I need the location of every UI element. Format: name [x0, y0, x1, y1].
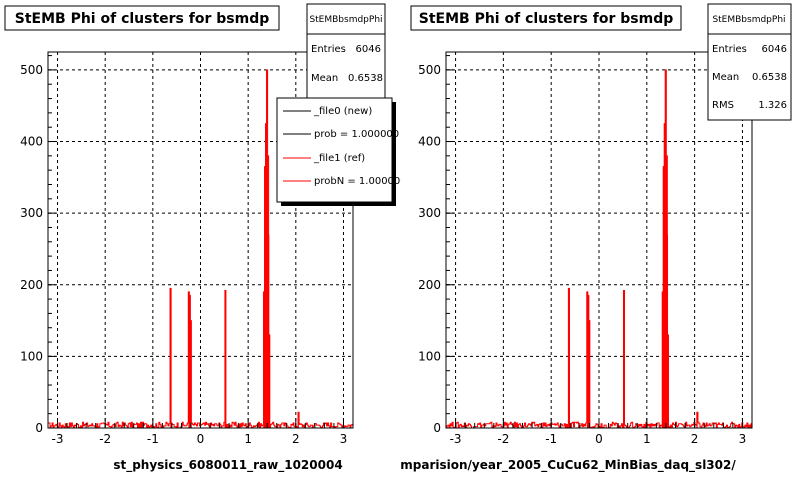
x-tick-label-0: -3 — [450, 432, 462, 446]
y-tick-label-5: 500 — [20, 63, 43, 77]
x-tick-label-1: -2 — [99, 432, 111, 446]
legend-label-3: probN = 1.000000 — [314, 176, 407, 187]
left-title-box — [4, 5, 280, 31]
right-stats-mean-label: Mean — [712, 72, 739, 83]
left-stats-entries-label: Entries — [311, 44, 346, 55]
histogram-series-0 — [47, 69, 354, 429]
legend-label-1: prob = 1.000000 — [314, 129, 399, 140]
right-stats-rms-value: 1.326 — [758, 100, 787, 111]
left-stats-mean-label: Mean — [311, 73, 338, 84]
y-tick-label-4: 400 — [418, 135, 441, 149]
x-tick-label-6: 3 — [739, 432, 747, 446]
right-stats-mean-value: 0.6538 — [752, 72, 787, 83]
y-tick-label-3: 300 — [418, 206, 441, 220]
right-x-axis-label: mparision/year_2005_CuCu62_MinBias_daq_s… — [400, 458, 736, 473]
x-tick-label-2: -1 — [147, 432, 159, 446]
y-tick-label-0: 0 — [35, 421, 43, 435]
y-tick-label-2: 200 — [418, 278, 441, 292]
legend-label-0: _file0 (new) — [313, 106, 372, 117]
histogram-series-0 — [446, 69, 753, 429]
left-x-axis-label: st_physics_6080011_raw_1020004 — [113, 458, 342, 473]
y-tick-label-3: 300 — [20, 206, 43, 220]
x-tick-label-5: 2 — [292, 432, 300, 446]
left-stats-name: StEMBbsmdpPhi — [309, 15, 382, 25]
right-stats-rms-label: RMS — [712, 100, 734, 111]
legend-box: _file0 (new) prob = 1.000000 _file1 (ref… — [276, 97, 407, 206]
y-tick-label-1: 100 — [418, 349, 441, 363]
x-tick-label-0: -3 — [52, 432, 64, 446]
y-tick-label-0: 0 — [433, 421, 441, 435]
right-stats-name: StEMBbsmdpPhi — [712, 15, 785, 25]
x-tick-label-1: -2 — [497, 432, 509, 446]
x-tick-label-4: 1 — [244, 432, 252, 446]
left-stats-entries-value: 6046 — [356, 44, 381, 55]
right-plot-area: 0 100 200 300 400 500 -3 -2 -1 0 1 2 3 — [418, 51, 753, 446]
x-tick-label-5: 2 — [691, 432, 699, 446]
x-tick-label-3: 0 — [197, 432, 205, 446]
right-stats-entries-label: Entries — [712, 44, 747, 55]
right-histogram-panel: 0 100 200 300 400 500 -3 -2 -1 0 1 2 3 StEMB Phi of … — [400, 0, 800, 480]
y-tick-label-5: 500 — [418, 63, 441, 77]
left-plot-area: 0 100 200 300 400 500 -3 -2 -1 0 1 2 3 — [20, 51, 354, 446]
left-stats-mean-value: 0.6538 — [348, 73, 383, 84]
y-tick-label-1: 100 — [20, 349, 43, 363]
y-tick-label-2: 200 — [20, 278, 43, 292]
right-stats-entries-value: 6046 — [762, 44, 787, 55]
x-tick-label-2: -1 — [545, 432, 557, 446]
x-tick-label-6: 3 — [340, 432, 348, 446]
x-tick-label-4: 1 — [643, 432, 651, 446]
right-title-box — [410, 5, 682, 31]
y-tick-label-4: 400 — [20, 135, 43, 149]
left-histogram-panel: 0 100 200 300 400 500 -3 -2 -1 0 1 2 3 StEMB Phi of … — [4, 3, 407, 473]
x-tick-label-3: 0 — [595, 432, 603, 446]
right-stats-box: StEMBbsmdpPhi Entries 6046 Mean 0.6538 R… — [707, 3, 792, 121]
right-title: StEMB Phi of clusters for bsmdp — [419, 11, 673, 27]
left-title: StEMB Phi of clusters for bsmdp — [15, 11, 269, 27]
legend-label-2: _file1 (ref) — [313, 153, 365, 164]
